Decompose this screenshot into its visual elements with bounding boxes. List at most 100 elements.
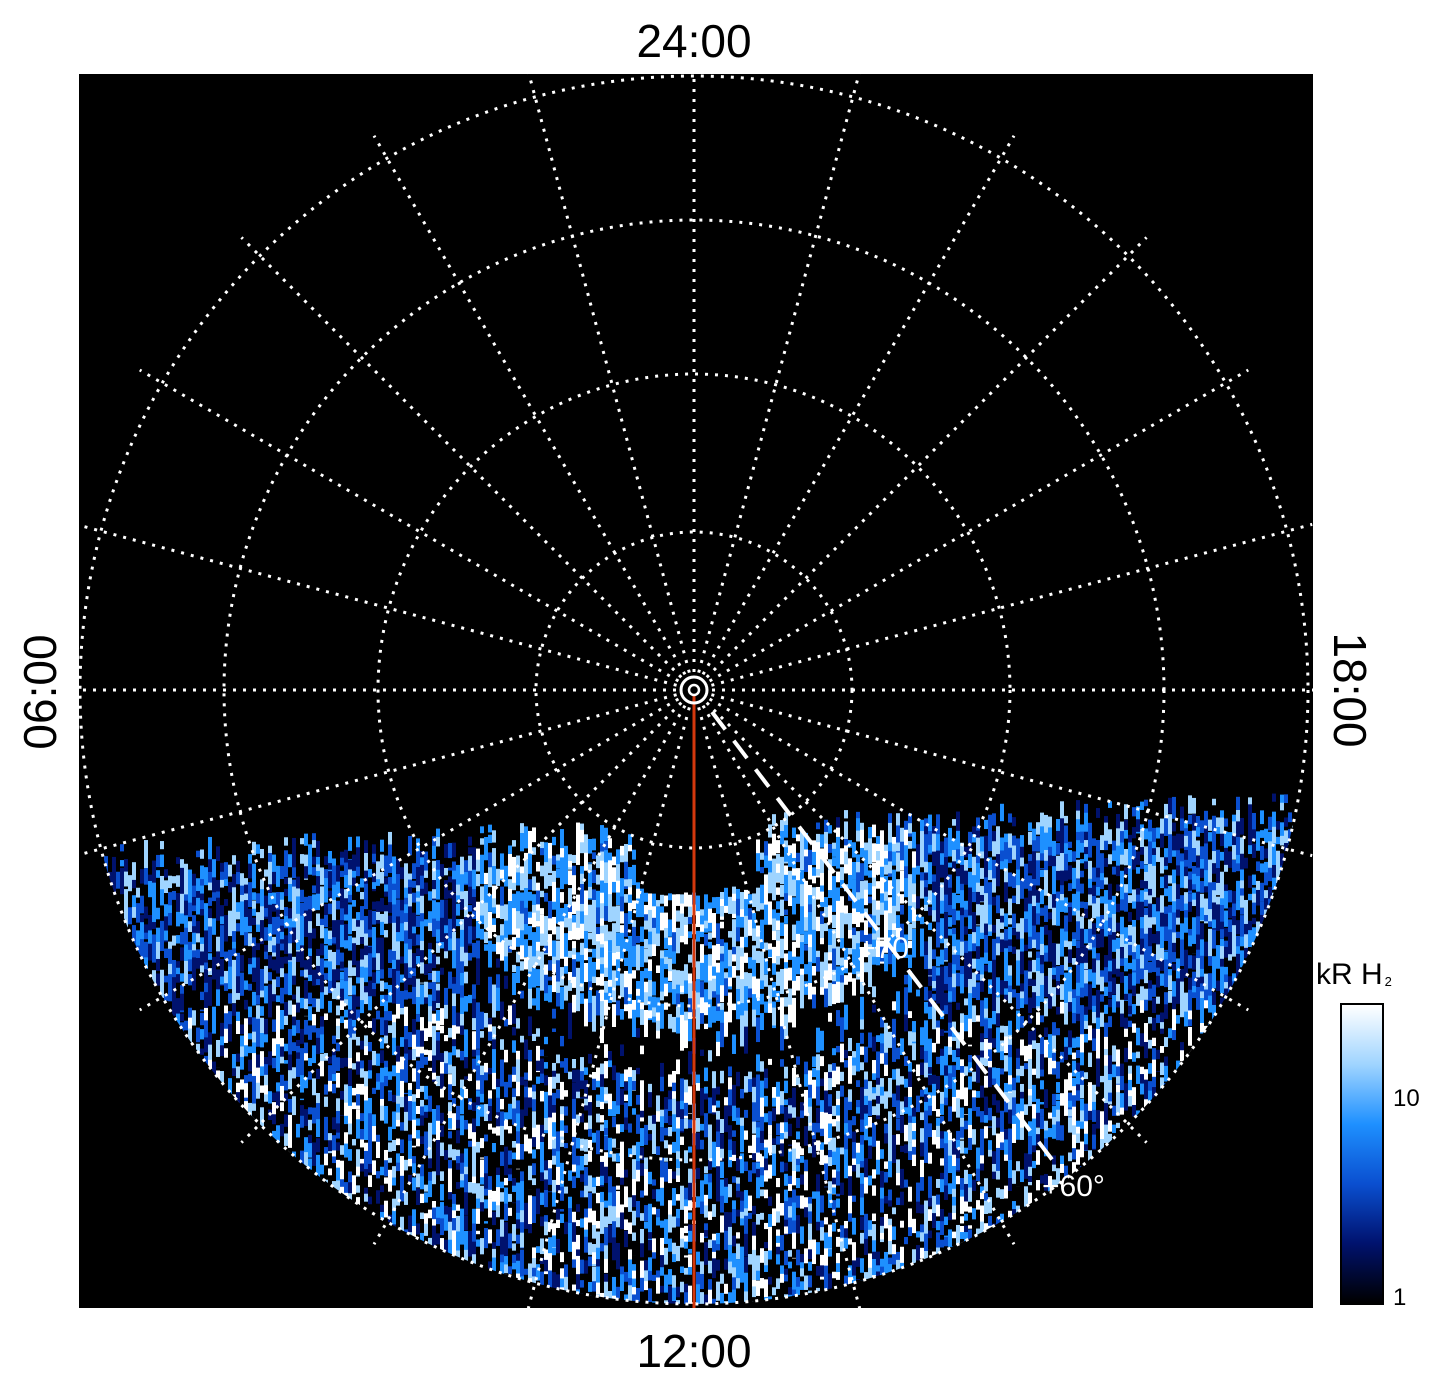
emission-pixel bbox=[140, 950, 144, 959]
emission-pixel bbox=[452, 993, 456, 1002]
emission-pixel bbox=[580, 1251, 584, 1263]
emission-pixel bbox=[816, 842, 820, 854]
emission-pixel bbox=[576, 1236, 580, 1259]
emission-pixel bbox=[856, 830, 860, 845]
emission-pixel bbox=[528, 879, 532, 890]
emission-pixel bbox=[404, 1025, 408, 1053]
emission-pixel bbox=[376, 885, 380, 907]
emission-pixel bbox=[776, 1290, 780, 1304]
emission-pixel bbox=[576, 952, 580, 962]
emission-pixel bbox=[732, 1071, 736, 1086]
emission-pixel bbox=[424, 882, 428, 895]
emission-pixel bbox=[792, 1271, 796, 1295]
emission-pixel bbox=[272, 994, 276, 1002]
emission-pixel bbox=[368, 1113, 372, 1134]
emission-pixel bbox=[264, 1003, 268, 1025]
emission-pixel bbox=[668, 1014, 672, 1029]
emission-pixel bbox=[396, 1072, 400, 1097]
emission-pixel bbox=[440, 1097, 444, 1118]
emission-pixel bbox=[712, 1204, 716, 1217]
emission-pixel bbox=[652, 1007, 656, 1017]
emission-pixel bbox=[676, 1101, 680, 1121]
emission-pixel bbox=[408, 1015, 412, 1042]
emission-pixel bbox=[760, 1248, 764, 1272]
emission-pixel bbox=[592, 995, 596, 1011]
emission-pixel bbox=[832, 914, 836, 929]
emission-pixel bbox=[768, 1250, 772, 1261]
emission-pixel bbox=[708, 908, 712, 929]
emission-pixel bbox=[352, 1102, 356, 1110]
emission-pixel bbox=[388, 967, 392, 978]
emission-pixel bbox=[132, 895, 136, 914]
emission-pixel bbox=[360, 1163, 364, 1174]
emission-pixel bbox=[572, 1284, 576, 1291]
emission-pixel bbox=[844, 1004, 848, 1030]
emission-pixel bbox=[348, 1046, 352, 1064]
emission-pixel bbox=[528, 1080, 532, 1089]
emission-pixel bbox=[808, 918, 812, 937]
emission-pixel bbox=[644, 892, 648, 902]
emission-pixel bbox=[836, 1121, 840, 1141]
emission-pixel bbox=[188, 890, 192, 910]
emission-pixel bbox=[212, 992, 216, 1002]
emission-pixel bbox=[852, 879, 856, 902]
emission-pixel bbox=[712, 1298, 716, 1304]
emission-pixel bbox=[212, 906, 216, 930]
emission-pixel bbox=[424, 1011, 428, 1037]
emission-pixel bbox=[404, 1096, 408, 1123]
emission-pixel bbox=[284, 956, 288, 964]
emission-pixel bbox=[208, 976, 212, 1002]
emission-pixel bbox=[512, 1040, 516, 1062]
emission-pixel bbox=[552, 1192, 556, 1207]
emission-pixel bbox=[328, 1091, 332, 1113]
emission-pixel bbox=[768, 1125, 772, 1135]
emission-pixel bbox=[804, 1126, 808, 1152]
emission-pixel bbox=[792, 1139, 796, 1151]
emission-pixel bbox=[672, 1287, 676, 1303]
emission-pixel bbox=[776, 1235, 780, 1243]
emission-pixel bbox=[708, 922, 712, 932]
emission-pixel bbox=[484, 1012, 488, 1028]
emission-pixel bbox=[232, 1003, 236, 1023]
emission-pixel bbox=[588, 838, 592, 864]
emission-pixel bbox=[556, 854, 560, 862]
emission-pixel bbox=[336, 982, 340, 995]
emission-pixel bbox=[476, 1071, 480, 1079]
emission-pixel bbox=[740, 947, 744, 964]
emission-pixel bbox=[780, 865, 784, 876]
emission-pixel bbox=[360, 1097, 364, 1125]
emission-pixel bbox=[372, 926, 376, 952]
emission-pixel bbox=[788, 951, 792, 960]
emission-pixel bbox=[572, 875, 576, 888]
emission-pixel bbox=[736, 927, 740, 942]
emission-pixel bbox=[500, 1001, 504, 1020]
emission-pixel bbox=[308, 895, 312, 923]
emission-pixel bbox=[356, 866, 360, 877]
emission-pixel bbox=[828, 1166, 832, 1183]
emission-pixel bbox=[472, 1201, 476, 1217]
emission-pixel bbox=[404, 1006, 408, 1019]
emission-pixel bbox=[368, 877, 372, 899]
emission-pixel bbox=[544, 876, 548, 889]
emission-pixel bbox=[472, 1146, 476, 1163]
emission-pixel bbox=[584, 998, 588, 1027]
emission-pixel bbox=[704, 989, 708, 1013]
emission-pixel bbox=[340, 988, 344, 1003]
emission-pixel bbox=[448, 1005, 452, 1032]
emission-pixel bbox=[664, 1292, 668, 1304]
emission-pixel bbox=[564, 966, 568, 979]
emission-pixel bbox=[512, 893, 516, 920]
emission-pixel bbox=[504, 1134, 508, 1147]
emission-pixel bbox=[260, 889, 264, 903]
emission-pixel bbox=[476, 1011, 480, 1038]
emission-pixel bbox=[632, 1070, 636, 1091]
emission-pixel bbox=[524, 1252, 528, 1260]
emission-pixel bbox=[716, 1041, 720, 1057]
emission-pixel bbox=[604, 1136, 608, 1151]
emission-pixel bbox=[408, 835, 412, 858]
emission-pixel bbox=[664, 1148, 668, 1158]
emission-pixel bbox=[756, 1270, 760, 1281]
emission-pixel bbox=[608, 1093, 612, 1111]
emission-pixel bbox=[436, 929, 440, 942]
emission-pixel bbox=[496, 935, 500, 945]
